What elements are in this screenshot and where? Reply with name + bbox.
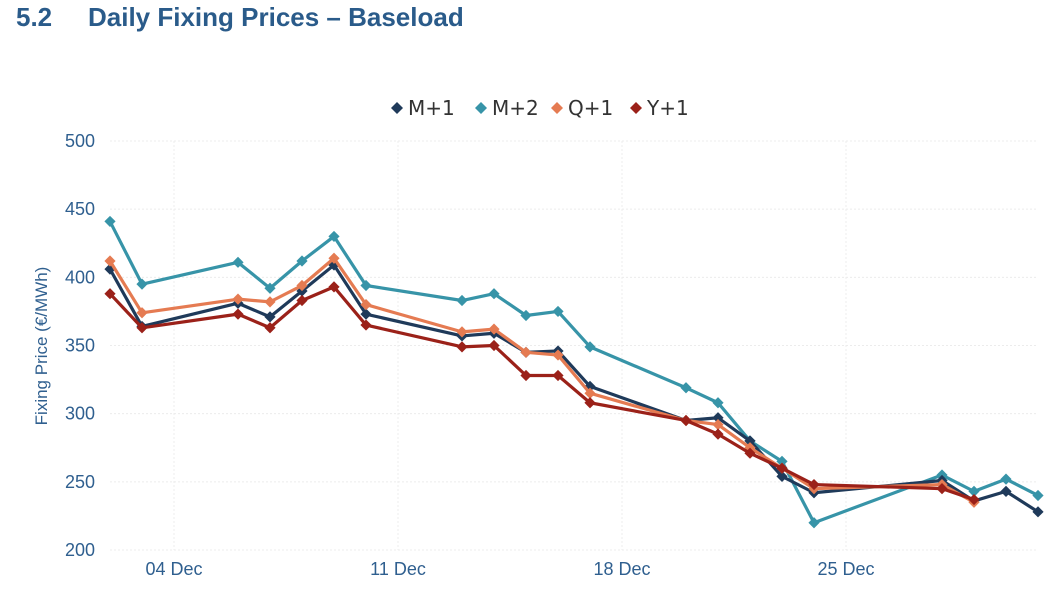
- data-point: [552, 369, 564, 382]
- legend-label: Y+1: [646, 96, 689, 120]
- data-point: [680, 414, 692, 427]
- section-number: 5.2: [16, 2, 53, 32]
- data-point: [232, 293, 244, 305]
- data-point: [264, 311, 276, 323]
- data-point: [584, 341, 596, 353]
- series-line: [108, 256, 975, 504]
- series-yplus1: [104, 281, 980, 506]
- data-point: [136, 322, 148, 334]
- data-point: [456, 326, 468, 338]
- legend-marker: [475, 102, 487, 114]
- data-point: [584, 387, 596, 399]
- legend-label: M+1: [408, 96, 455, 120]
- y-axis-label: Fixing Price (€/MWh): [32, 267, 51, 426]
- series-line: [108, 285, 975, 502]
- data-point: [680, 382, 692, 394]
- data-point: [104, 215, 116, 228]
- section-heading: 5.2 Daily Fixing Prices – Baseload: [16, 2, 464, 36]
- data-point: [808, 478, 820, 491]
- data-point: [488, 323, 500, 335]
- legend-label: M+2: [492, 96, 539, 120]
- data-point: [456, 294, 468, 307]
- data-point: [776, 462, 788, 474]
- data-point: [968, 485, 980, 497]
- data-point: [488, 288, 500, 300]
- data-point: [776, 470, 788, 482]
- data-point: [808, 517, 820, 529]
- y-tick-label: 200: [65, 540, 95, 560]
- x-tick-label: 11 Dec: [370, 559, 426, 579]
- data-point: [744, 447, 756, 459]
- legend-marker: [551, 102, 563, 114]
- data-point: [136, 307, 148, 319]
- data-point: [296, 279, 308, 292]
- legend-marker: [391, 102, 403, 114]
- data-point: [264, 282, 276, 294]
- data-point: [1000, 485, 1012, 497]
- data-point: [232, 308, 244, 320]
- y-tick-label: 400: [65, 267, 95, 287]
- legend-item: M+2: [475, 96, 539, 120]
- data-point: [360, 279, 372, 292]
- gridlines: [110, 140, 1037, 551]
- x-tick-label: 25 Dec: [817, 559, 874, 579]
- legend-marker: [630, 102, 642, 114]
- data-point: [360, 299, 372, 311]
- legend-item: Q+1: [551, 96, 613, 120]
- y-tick-label: 350: [65, 336, 95, 356]
- data-point: [296, 294, 308, 307]
- data-point: [328, 281, 340, 293]
- legend-item: Y+1: [630, 96, 689, 120]
- data-point: [584, 380, 596, 392]
- data-point: [1032, 489, 1044, 502]
- data-point: [1000, 473, 1012, 485]
- data-point: [520, 309, 532, 322]
- data-point: [776, 455, 788, 467]
- data-point: [936, 483, 948, 495]
- y-axis-ticks: 200 250 300 350 400 450 500: [65, 131, 95, 560]
- series-layer: [104, 215, 1044, 529]
- data-point: [712, 418, 724, 431]
- data-point: [712, 397, 724, 409]
- data-point: [1032, 506, 1044, 518]
- data-point: [104, 255, 116, 267]
- data-point: [552, 305, 564, 318]
- data-point: [328, 230, 340, 243]
- y-tick-label: 300: [65, 404, 95, 424]
- legend-item: M+1: [391, 96, 455, 120]
- data-point: [136, 278, 148, 290]
- data-point: [264, 296, 276, 308]
- data-point: [744, 435, 756, 447]
- series-qplus1: [104, 252, 980, 508]
- data-point: [712, 428, 724, 440]
- data-point: [328, 252, 340, 264]
- data-point: [968, 493, 980, 506]
- data-point: [360, 308, 372, 320]
- y-tick-label: 450: [65, 199, 95, 219]
- data-point: [296, 255, 308, 267]
- data-point: [520, 369, 532, 382]
- y-tick-label: 500: [65, 131, 95, 151]
- x-tick-label: 18 Dec: [593, 559, 650, 579]
- data-point: [488, 339, 500, 352]
- legend: M+1 M+2 Q+1 Y+1: [391, 96, 689, 120]
- data-point: [232, 256, 244, 268]
- data-point: [264, 322, 276, 334]
- y-tick-label: 250: [65, 472, 95, 492]
- data-point: [104, 263, 116, 275]
- series-mplus2: [104, 215, 1044, 529]
- x-axis-ticks: 04 Dec 11 Dec 18 Dec 25 Dec: [145, 559, 874, 579]
- legend-label: Q+1: [568, 96, 613, 120]
- section-title: Daily Fixing Prices – Baseload: [88, 2, 464, 32]
- data-point: [104, 288, 116, 300]
- data-point: [584, 397, 596, 409]
- data-point: [360, 319, 372, 331]
- data-point: [520, 346, 532, 358]
- data-point: [456, 341, 468, 353]
- data-point: [712, 412, 724, 424]
- data-point: [552, 349, 564, 361]
- x-tick-label: 04 Dec: [145, 559, 202, 579]
